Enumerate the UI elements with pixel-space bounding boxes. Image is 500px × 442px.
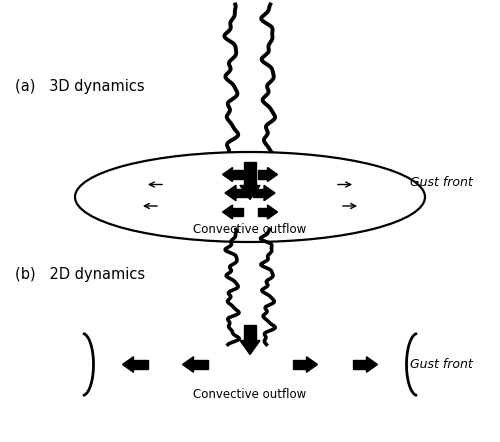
Polygon shape bbox=[252, 188, 264, 198]
Text: (a)   3D dynamics: (a) 3D dynamics bbox=[15, 80, 144, 95]
Polygon shape bbox=[225, 185, 236, 201]
Polygon shape bbox=[352, 360, 366, 369]
Polygon shape bbox=[222, 205, 232, 219]
Polygon shape bbox=[222, 168, 232, 182]
Polygon shape bbox=[232, 170, 242, 179]
Text: Gust front: Gust front bbox=[410, 358, 472, 371]
Polygon shape bbox=[232, 208, 242, 216]
Polygon shape bbox=[268, 205, 278, 219]
Polygon shape bbox=[366, 357, 378, 372]
Polygon shape bbox=[268, 168, 278, 182]
Polygon shape bbox=[182, 357, 194, 372]
Polygon shape bbox=[194, 360, 207, 369]
Polygon shape bbox=[306, 357, 318, 372]
Polygon shape bbox=[258, 170, 268, 179]
Polygon shape bbox=[244, 324, 256, 340]
Polygon shape bbox=[292, 360, 306, 369]
Polygon shape bbox=[134, 360, 147, 369]
Ellipse shape bbox=[75, 152, 425, 242]
Polygon shape bbox=[122, 357, 134, 372]
Polygon shape bbox=[236, 188, 248, 198]
Text: Convective outflow: Convective outflow bbox=[194, 388, 306, 401]
Polygon shape bbox=[258, 208, 268, 216]
Text: (b)   2D dynamics: (b) 2D dynamics bbox=[15, 267, 145, 282]
Polygon shape bbox=[224, 4, 276, 184]
Text: Convective outflow: Convective outflow bbox=[194, 223, 306, 236]
Text: Gust front: Gust front bbox=[410, 176, 472, 190]
Polygon shape bbox=[225, 229, 275, 344]
Polygon shape bbox=[264, 185, 275, 201]
Polygon shape bbox=[244, 162, 256, 186]
Polygon shape bbox=[240, 340, 260, 354]
Polygon shape bbox=[240, 186, 260, 199]
